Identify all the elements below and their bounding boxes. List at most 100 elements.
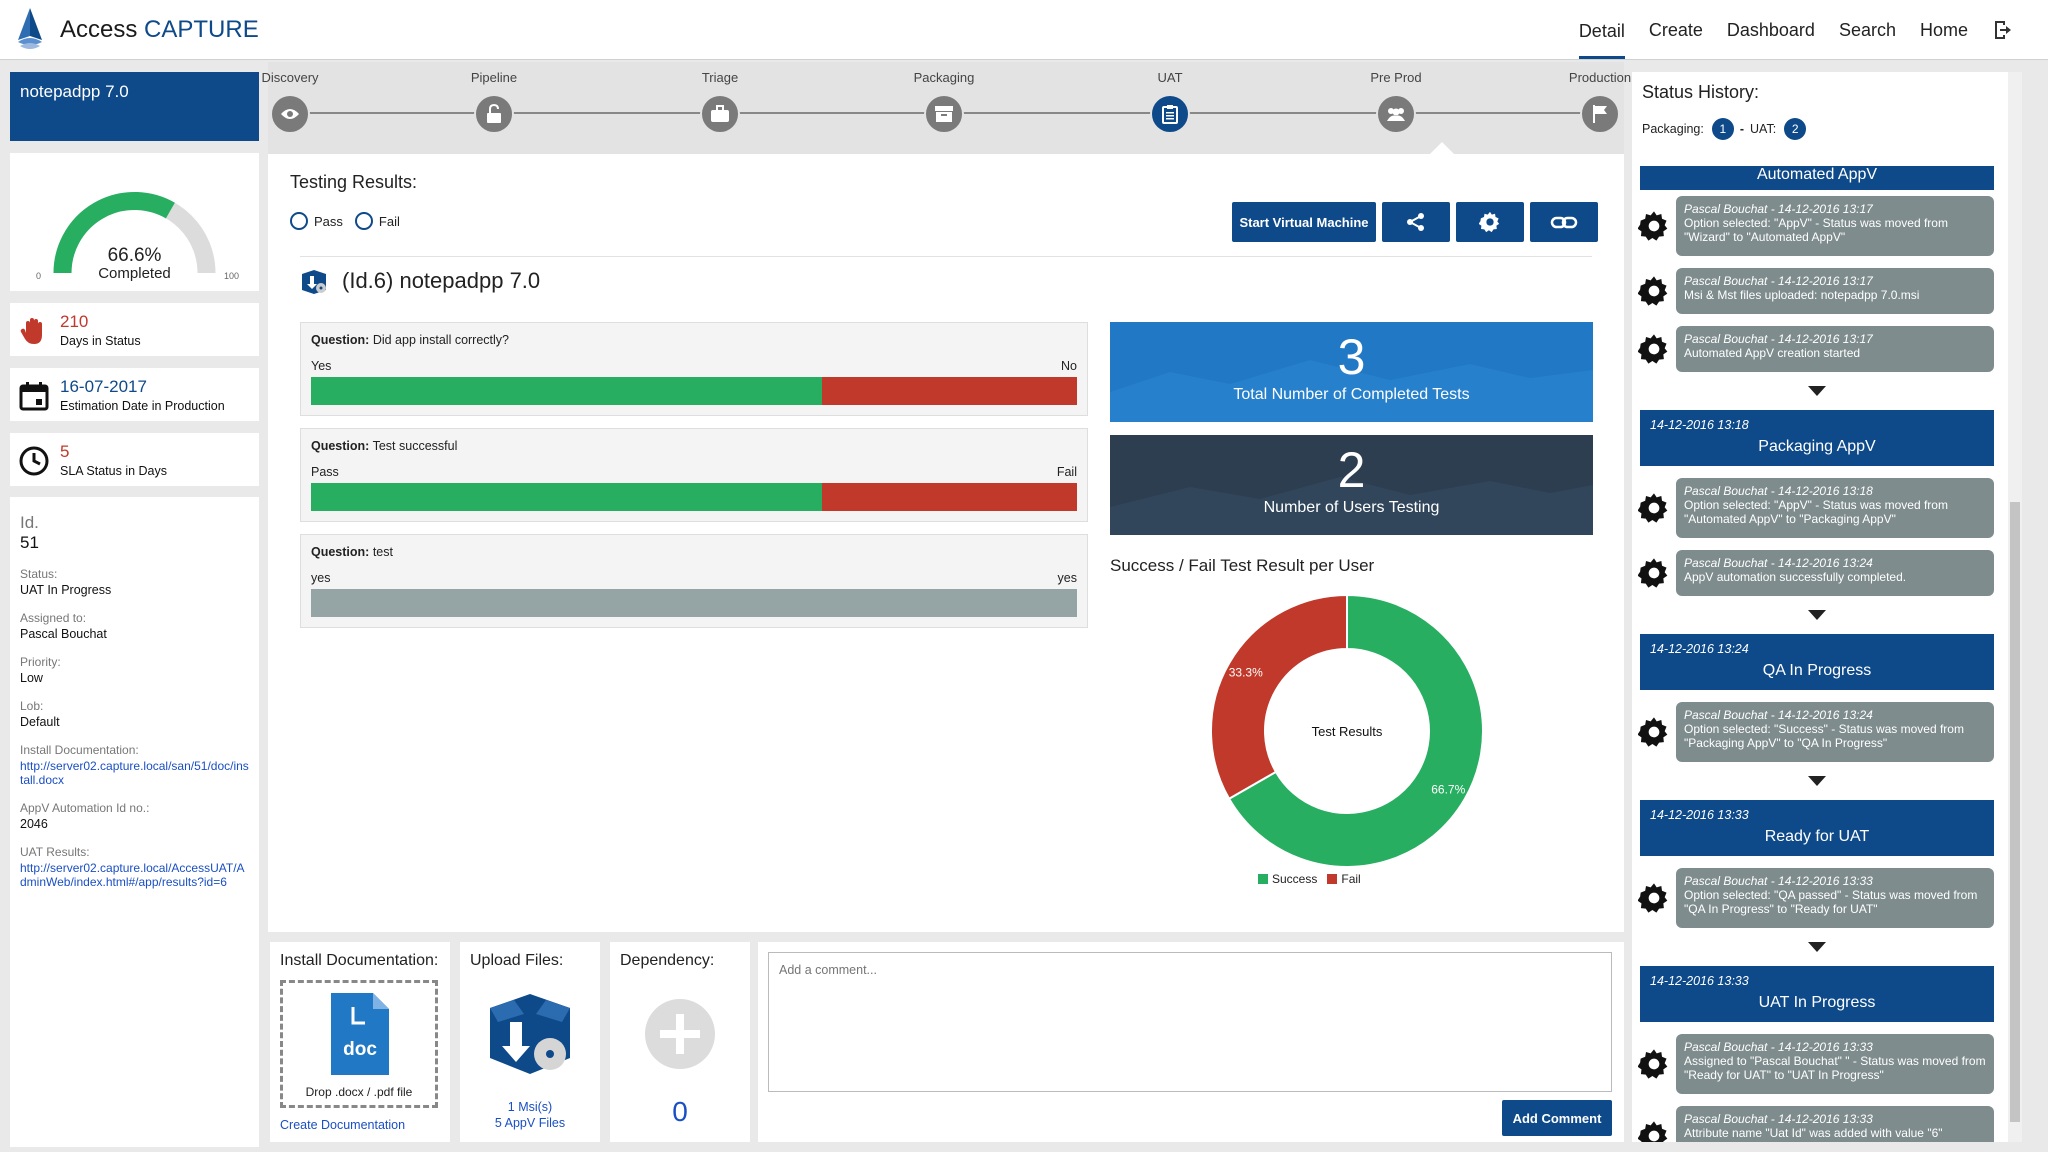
install-doc-link[interactable]: http://server02.capture.local/san/51/doc… [20,759,249,787]
result-bar-success [311,483,822,511]
status-block-date: 14-12-2016 13:33 [1650,974,1749,988]
active-stage-pointer [1428,142,1456,156]
radio-circle[interactable] [290,212,308,230]
create-documentation-link[interactable]: Create Documentation [280,1118,406,1132]
stage-production[interactable]: Production [1540,70,1660,134]
gear-icon [1637,492,1670,524]
history-log-entry: Pascal Bouchat - 14-12-2016 13:17 Automat… [1632,326,2008,372]
assigned-label: Assigned to: [20,611,87,625]
logo-icon [18,8,42,49]
nav-search[interactable]: Search [1838,20,1896,40]
appv-files-link[interactable]: 5 AppV Files [494,1116,566,1130]
stage-packaging[interactable]: Packaging [884,70,1004,134]
history-log-bubble: Pascal Bouchat - 14-12-2016 13:17 Option … [1676,196,1994,256]
stage-pre-prod[interactable]: Pre Prod [1336,70,1456,134]
start-vm-button[interactable]: Start Virtual Machine [1232,202,1376,242]
log-author: Pascal Bouchat - 14-12-2016 13:17 [1684,332,1873,346]
nav-dashboard[interactable]: Dashboard [1726,20,1815,40]
drop-zone-text: Drop .docx / .pdf file [305,1085,413,1099]
history-scrollbar-thumb[interactable] [2010,502,2020,1122]
history-down-arrow [1808,942,1826,952]
gear-icon [1637,716,1670,748]
log-text: Option selected: "AppV" - Status was mov… [1684,216,1948,244]
legend-swatch-success [1258,874,1268,884]
top-nav: Detail Create Dashboard Search Home [1555,0,2016,60]
history-scrollbar[interactable] [2008,72,2022,1142]
completed-tests-value: 3 [1337,329,1366,385]
gear-icon [1637,1120,1670,1142]
packaging-count-badge: 1 [1711,118,1734,140]
gear-icon [1637,275,1670,307]
nav-detail[interactable]: Detail [1578,1,1625,59]
history-log-entry: Pascal Bouchat - 14-12-2016 13:18 Option … [1632,478,2008,538]
question-text: Question: test [311,545,393,559]
result-bar-neutral [311,589,1077,617]
nav-create[interactable]: Create [1648,20,1703,40]
gear-icon [1637,1048,1670,1080]
add-comment-button[interactable]: Add Comment [1502,1100,1612,1136]
stage-triage[interactable]: Triage [660,70,780,134]
gauge-max: 100 [224,271,240,281]
lob-value: Default [20,715,60,729]
history-log-entry: Pascal Bouchat - 14-12-2016 13:33 Attribu… [1632,1106,2008,1142]
id-label: Id. [20,513,39,532]
stage-pipeline[interactable]: Pipeline [434,70,554,134]
counter-separator: - [1739,122,1745,136]
link-button[interactable] [1530,202,1598,242]
users-testing-label: Number of Users Testing [1263,499,1440,516]
sla-status-value: 5 [60,442,70,461]
log-text: AppV automation successfully completed. [1684,570,1907,584]
log-text: Assigned to "Pascal Bouchat" " - Status … [1684,1054,1986,1082]
days-in-status-box: 210 Days in Status [10,303,259,356]
history-down-arrow [1808,386,1826,396]
logout-icon[interactable] [1992,18,2016,42]
status-value: UAT In Progress [20,583,112,597]
nav-home[interactable]: Home [1919,20,1968,40]
log-text: Option selected: "AppV" - Status was mov… [1684,498,1948,526]
donut-center-label: Test Results [1312,724,1383,739]
uat-results-link[interactable]: http://server02.capture.local/AccessUAT/… [20,861,245,889]
history-log-bubble: Pascal Bouchat - 14-12-2016 13:33 Assigne… [1676,1034,1994,1094]
completion-gauge: 66.6% Completed 0 100 [10,153,259,291]
status-block-title: Ready for UAT [1764,828,1870,845]
log-text: Option selected: "QA passed" - Status wa… [1684,888,1978,916]
radio-circle[interactable] [354,212,373,230]
radio-fail-label: Fail [378,213,400,229]
flag-icon [1580,94,1620,134]
status-block-date: 14-12-2016 13:24 [1650,642,1749,656]
comment-input[interactable] [768,952,1612,1092]
add-dependency-icon[interactable] [644,998,716,1070]
donut-slice-label: 33.3% [1229,665,1263,679]
id-value: 51 [20,533,39,552]
status-block-title: QA In Progress [1762,662,1872,679]
donut-slice-success[interactable] [1227,593,1484,868]
radio-pass[interactable]: Pass [290,212,343,230]
donut-slice-fail[interactable] [1210,593,1348,801]
uat-count-badge: 2 [1784,118,1807,140]
gauge-min: 0 [36,271,42,281]
gauge-label: Completed [98,265,171,282]
radio-fail[interactable]: Fail [354,212,400,230]
history-log-bubble: Pascal Bouchat - 14-12-2016 13:33 Attribu… [1676,1106,1994,1142]
status-block-title: Automated AppV [1756,166,1878,183]
share-button[interactable] [1382,202,1450,242]
settings-button[interactable] [1456,202,1524,242]
upload-package-icon[interactable] [484,992,576,1076]
stage-label: Pre Prod [1370,70,1422,85]
history-log-bubble: Pascal Bouchat - 14-12-2016 13:33 Option … [1676,868,1994,928]
answer-right-label: Fail [1056,465,1077,479]
stage-uat[interactable]: UAT [1110,70,1230,134]
estimation-date-box: 16-07-2017 Estimation Date in Production [10,368,259,421]
question-block: Question: Did app install correctly? Yes… [300,322,1088,416]
days-in-status-label: Days in Status [60,334,141,348]
question-text: Question: Test successful [311,439,458,453]
msi-files-link[interactable]: 1 Msi(s) [507,1100,553,1114]
log-text: Attribute name "Uat Id" was added with v… [1684,1126,1943,1140]
doc-drop-zone[interactable]: doc Drop .docx / .pdf file [280,980,438,1108]
dependency-count-link[interactable]: 0 [672,1096,688,1127]
status-block-partial: Automated AppV [1640,166,1994,190]
history-status-block: 14-12-2016 13:33 UAT In Progress [1640,966,1994,1022]
stage-discovery[interactable]: Discovery [230,70,350,134]
donut-slice-label: 66.7% [1431,783,1465,797]
history-log-entry: Pascal Bouchat - 14-12-2016 13:33 Option … [1632,868,2008,928]
